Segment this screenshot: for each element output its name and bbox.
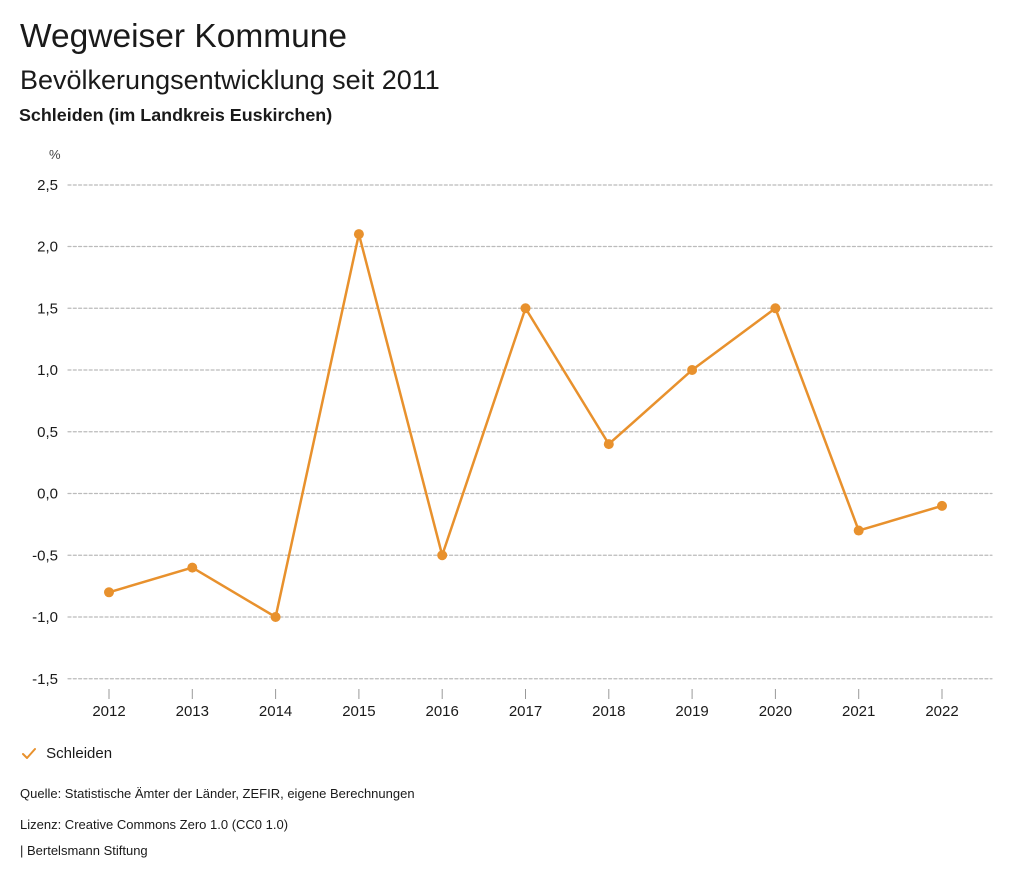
svg-text:-1,5: -1,5 xyxy=(32,671,58,688)
svg-text:-1,0: -1,0 xyxy=(32,609,58,626)
svg-text:-0,5: -0,5 xyxy=(32,547,58,564)
svg-text:2019: 2019 xyxy=(675,703,708,720)
svg-text:2016: 2016 xyxy=(426,703,459,720)
svg-text:2,5: 2,5 xyxy=(37,177,58,194)
svg-text:2012: 2012 xyxy=(92,703,125,720)
svg-text:2014: 2014 xyxy=(259,703,292,720)
svg-text:2022: 2022 xyxy=(925,703,958,720)
svg-text:0,0: 0,0 xyxy=(37,486,58,503)
svg-text:2013: 2013 xyxy=(176,703,209,720)
svg-text:2017: 2017 xyxy=(509,703,542,720)
svg-text:2020: 2020 xyxy=(759,703,792,720)
svg-text:1,5: 1,5 xyxy=(37,300,58,317)
svg-text:0,5: 0,5 xyxy=(37,424,58,441)
svg-text:2015: 2015 xyxy=(342,703,375,720)
svg-text:2,0: 2,0 xyxy=(37,239,58,256)
svg-text:1,0: 1,0 xyxy=(37,362,58,379)
svg-text:2021: 2021 xyxy=(842,703,875,720)
svg-text:2018: 2018 xyxy=(592,703,625,720)
